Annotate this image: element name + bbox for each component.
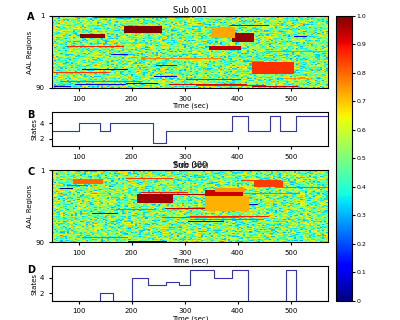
Text: B: B (27, 110, 34, 120)
Y-axis label: AAL Regions: AAL Regions (26, 30, 32, 74)
Y-axis label: States: States (31, 273, 37, 294)
Y-axis label: AAL Regions: AAL Regions (26, 185, 32, 228)
Title: Sub 001: Sub 001 (173, 6, 207, 15)
X-axis label: Time (sec): Time (sec) (172, 103, 208, 109)
Text: D: D (27, 265, 35, 275)
Title: Sub 009: Sub 009 (173, 161, 207, 170)
X-axis label: Time (sec): Time (sec) (172, 257, 208, 264)
Text: C: C (27, 167, 34, 177)
X-axis label: Time (sec): Time (sec) (172, 316, 208, 320)
Y-axis label: States: States (31, 118, 37, 140)
X-axis label: Time (sec): Time (sec) (172, 162, 208, 168)
Text: A: A (27, 12, 35, 22)
